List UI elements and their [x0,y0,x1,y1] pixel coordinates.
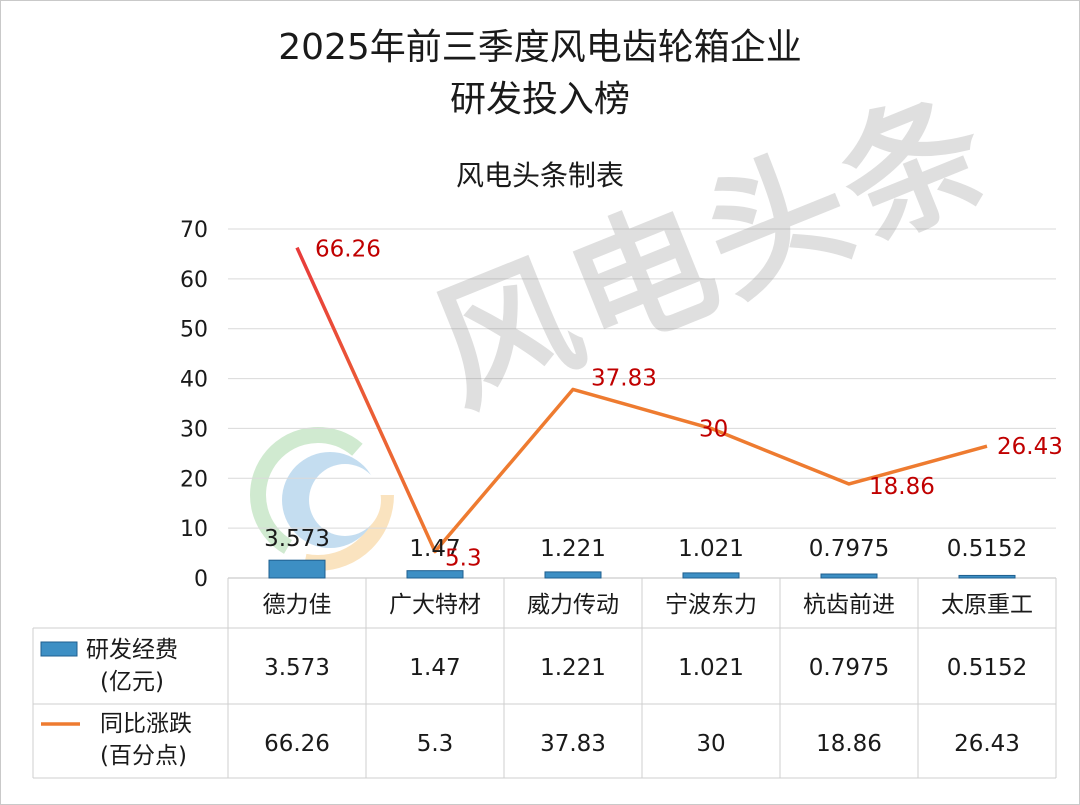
bar [406,570,464,579]
y-tick-label: 10 [180,517,208,542]
y-tick-label: 50 [180,318,208,343]
category-label: 杭齿前进 [803,592,895,618]
category-label: 宁波东力 [665,592,757,618]
bar [544,571,602,579]
y-tick-label: 20 [180,467,208,492]
category-label: 太原重工 [941,592,1033,618]
table-cell-yoy-change: 26.43 [954,731,1020,757]
y-tick-label: 0 [194,567,208,592]
chart-title-line2: 研发投入榜 [449,79,630,120]
category-label: 威力传动 [527,592,619,618]
bar [268,559,326,579]
table-cell-rd-expense: 1.221 [540,655,606,681]
table-cell-yoy-change: 18.86 [816,731,882,757]
watermark-logo-icon [242,419,394,571]
bar-data-label: 3.573 [264,526,330,552]
legend-line-unit: (百分点) [100,743,187,769]
table-cell-rd-expense: 0.5152 [947,655,1027,681]
bar [958,574,1016,579]
bar-data-label: 1.221 [540,536,606,562]
line-series [295,246,988,554]
bar-data-label: 0.7975 [809,536,889,562]
legend-bar-unit: (亿元) [100,669,164,695]
y-tick-label: 40 [180,368,208,393]
table-cell-yoy-change: 66.26 [264,731,330,757]
line-data-label: 18.86 [869,474,935,500]
line-data-label: 30 [699,416,728,442]
table-cell-yoy-change: 5.3 [417,731,454,757]
legend-line-name: 同比涨跌 [100,711,192,737]
line-data-label: 66.26 [315,237,381,263]
table-cell-rd-expense: 1.021 [678,655,744,681]
category-label: 德力佳 [263,592,332,618]
table-cell-rd-expense: 0.7975 [809,655,889,681]
table-cell-yoy-change: 30 [696,731,725,757]
chart-title-line1: 2025年前三季度风电齿轮箱企业 [278,27,802,68]
y-tick-label: 70 [180,218,208,243]
table-cell-rd-expense: 3.573 [264,655,330,681]
line-data-label: 5.3 [445,546,482,572]
bar [682,572,740,579]
line-data-label: 26.43 [997,434,1063,460]
bar-data-label: 0.5152 [947,536,1027,562]
chart-subtitle: 风电头条制表 [455,159,624,192]
legend-bar-name: 研发经费 [86,637,178,663]
y-tick-label: 60 [180,268,208,293]
bar-data-label: 1.021 [678,536,744,562]
line-data-label: 37.83 [591,365,657,391]
legend-bar-swatch [40,641,78,657]
y-tick-label: 30 [180,417,208,442]
table-cell-rd-expense: 1.47 [409,655,460,681]
category-label: 广大特材 [389,592,481,618]
bar-data-label: 1.47 [409,536,460,562]
table-cell-yoy-change: 37.83 [540,731,606,757]
bar [820,573,878,579]
